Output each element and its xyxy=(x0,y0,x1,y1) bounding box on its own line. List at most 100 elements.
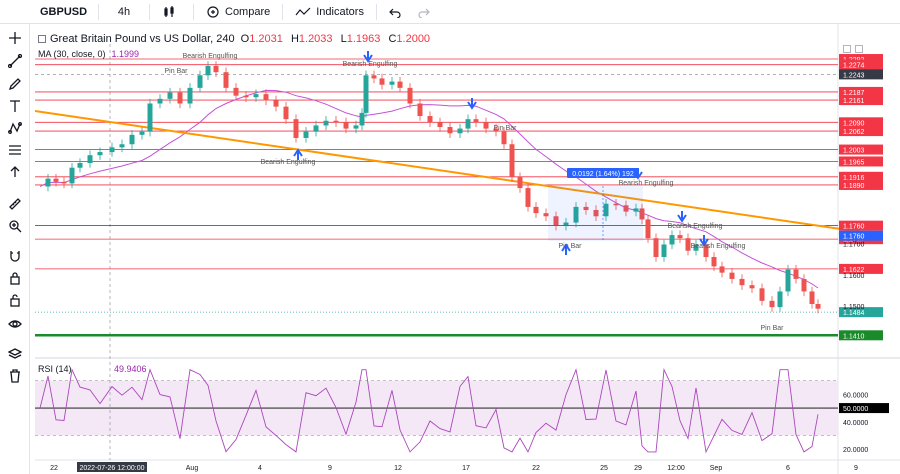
candle-body xyxy=(509,144,515,178)
price-axis-label: 1.1600 xyxy=(843,273,865,280)
candle-body xyxy=(793,269,799,279)
candle-body xyxy=(157,98,163,104)
rsi-tag-text: 50.0000 xyxy=(843,406,868,413)
candle-body xyxy=(501,131,507,145)
crosshair-date-text: 2022-07-26 12:00:00 xyxy=(80,465,145,472)
price-tag xyxy=(839,263,883,274)
candle-body xyxy=(533,206,539,214)
pattern-icon[interactable] xyxy=(5,118,25,138)
trend-line-icon[interactable] xyxy=(5,51,25,71)
measure-range xyxy=(548,186,643,241)
candle-body xyxy=(87,155,93,164)
price-tag xyxy=(839,144,883,155)
ruler-icon[interactable] xyxy=(5,194,25,214)
arrow-up-icon xyxy=(293,148,303,160)
time-axis-label: 12:00 xyxy=(667,465,685,472)
crosshair-date-tag xyxy=(77,462,147,472)
layers-icon[interactable] xyxy=(5,344,25,364)
candles-icon xyxy=(164,5,174,17)
trend-line xyxy=(34,110,869,234)
collapse-icon[interactable] xyxy=(38,35,46,43)
candle-body xyxy=(711,256,717,267)
price-tag-support-text: 1.1410 xyxy=(843,333,865,340)
candle-body xyxy=(645,219,651,239)
fib-icon[interactable] xyxy=(5,140,25,160)
undo-icon xyxy=(389,8,401,18)
candle-body xyxy=(603,203,609,217)
price-tag xyxy=(839,171,883,182)
candle-body xyxy=(777,291,783,308)
candle-body xyxy=(97,152,103,156)
candle-body xyxy=(633,208,639,212)
price-tag-text: 1.2090 xyxy=(843,120,865,127)
compare-button[interactable]: Compare xyxy=(200,0,276,24)
candle-body xyxy=(407,87,413,104)
toolbar-divider xyxy=(149,3,150,20)
candle-body xyxy=(693,244,699,251)
symbol-button[interactable]: GBPUSD xyxy=(40,5,88,18)
candle-body xyxy=(333,120,339,123)
candle-body xyxy=(273,100,279,107)
price-tag-text: 1.2161 xyxy=(843,98,865,105)
rsi-legend[interactable]: RSI (14) 49.9406 xyxy=(38,364,147,374)
price-tag-current-text: 1.2243 xyxy=(843,72,865,79)
moving-average-line xyxy=(39,89,819,289)
price-tag-text: 1.2062 xyxy=(843,129,865,136)
price-tag xyxy=(839,59,883,70)
lock-icon[interactable] xyxy=(5,268,25,288)
candle-body xyxy=(109,147,115,153)
eye-icon[interactable] xyxy=(5,314,25,334)
candle-body xyxy=(653,238,659,257)
candle-body xyxy=(177,92,183,104)
candle-body xyxy=(685,238,691,251)
candle-body xyxy=(167,92,173,99)
candle-body xyxy=(45,178,51,187)
undo-button[interactable] xyxy=(383,0,412,24)
price-tag xyxy=(839,156,883,167)
candle-body xyxy=(147,103,153,132)
pencil-icon[interactable] xyxy=(5,74,25,94)
indicators-button[interactable]: Indicators xyxy=(289,0,370,24)
price-tag-text: 1.1760 xyxy=(843,224,865,231)
cursor-icon[interactable] xyxy=(5,28,25,48)
pattern-label: Bearish Engulfing xyxy=(183,53,238,60)
candle-body xyxy=(139,131,145,135)
text-icon[interactable] xyxy=(5,96,25,116)
ohlc-values: O1.2031 H1.2033 L1.1963 C1.2000 xyxy=(241,33,435,45)
candle-body xyxy=(809,291,815,304)
ma-legend[interactable]: MA (30, close, 0) 1.1999 xyxy=(38,47,435,61)
candle-body xyxy=(749,285,755,289)
pane-settings-icon[interactable] xyxy=(855,45,863,53)
candle-body xyxy=(769,300,775,308)
candle-body xyxy=(719,266,725,273)
pattern-label: Bearish Engulfing xyxy=(691,243,746,250)
low-label: L xyxy=(340,33,347,45)
measure-label: 0.0192 (1.64%) 192 xyxy=(572,171,634,178)
candle-body xyxy=(623,205,629,212)
redo-icon xyxy=(418,8,430,18)
magnet-icon[interactable] xyxy=(5,246,25,266)
trash-icon[interactable] xyxy=(5,366,25,386)
rsi-axis-label: 20.0000 xyxy=(843,447,868,454)
candle-body xyxy=(223,72,229,88)
redo-button[interactable] xyxy=(412,0,441,24)
candle-body xyxy=(457,128,463,134)
price-tag-text: 1.2187 xyxy=(843,90,865,97)
maximize-pane-icon[interactable] xyxy=(843,45,851,53)
candle-body xyxy=(77,163,83,168)
time-axis-label: 17 xyxy=(462,465,470,472)
symbol-title: Great Britain Pound vs US Dollar, 240 xyxy=(50,33,235,45)
rsi-axis-label: 60.0000 xyxy=(843,392,868,399)
chart-type-button[interactable] xyxy=(156,0,187,24)
interval-button[interactable]: 4h xyxy=(117,5,131,18)
zoom-icon[interactable] xyxy=(5,216,25,236)
rsi-value: 49.9406 xyxy=(114,364,147,374)
candle-body xyxy=(359,112,365,126)
pattern-label: Bearish Engulfing xyxy=(619,180,674,187)
rsi-line xyxy=(39,368,819,454)
candle-body xyxy=(187,87,193,104)
candle-body xyxy=(61,181,67,184)
arrow-icon[interactable] xyxy=(5,162,25,182)
lock-all-icon[interactable] xyxy=(5,290,25,310)
